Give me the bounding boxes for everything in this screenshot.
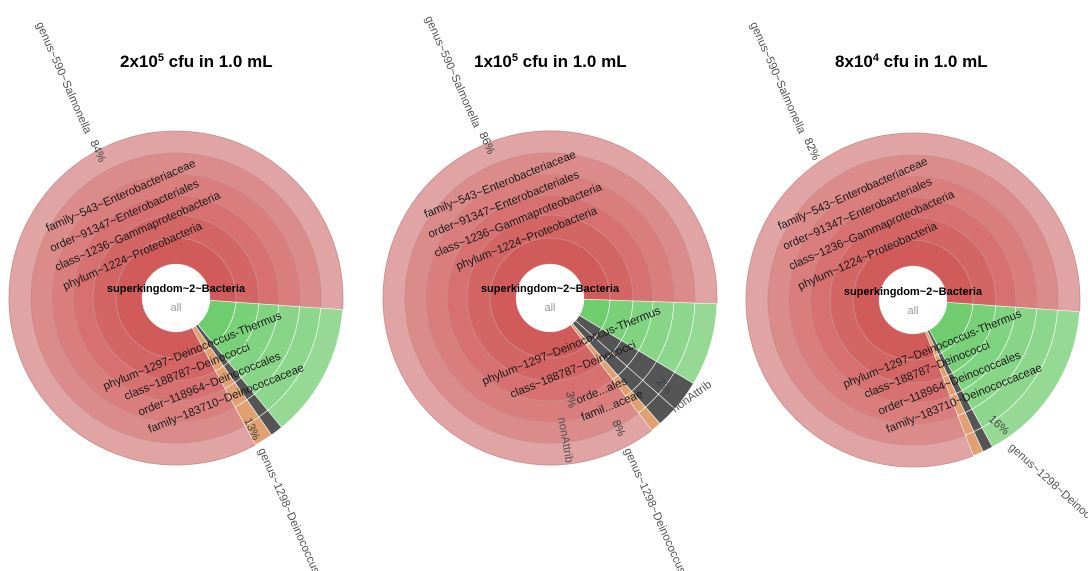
segment-other-ring-6[interactable] [965, 431, 984, 457]
panel-1-title: 2x105 cfu in 1.0 mL [120, 52, 273, 71]
segment-other-ring-6[interactable] [638, 406, 661, 431]
center-sublabel: all [170, 302, 181, 314]
sunburst-2 [382, 130, 718, 466]
center-label: superkingdom~2~Bacteria [481, 283, 620, 295]
segment-salmonella-ring-6[interactable] [382, 130, 718, 466]
label-genus-salmonella: genus~590~Salmonella [422, 14, 482, 130]
pct-nonattrib: 3% [563, 390, 578, 408]
label-genus-deinococcus: genus~1298~Deinococcus [1006, 441, 1088, 541]
label-genus-salmonella: genus~590~Salmonella [747, 20, 807, 136]
center-circle[interactable] [516, 264, 584, 332]
panel-3-title: 8x104 cfu in 1.0 mL [835, 52, 988, 71]
sunburst-3 [745, 132, 1081, 468]
panel-3: 8x104 cfu in 1.0 mL family~543~Enterobac… [745, 20, 1088, 542]
center-sublabel: all [907, 305, 918, 317]
segment-other-ring-6[interactable] [244, 416, 272, 446]
segment-salmonella-ring-6[interactable] [745, 132, 1081, 468]
panel-2-title: 1x105 cfu in 1.0 mL [474, 52, 627, 71]
segment-salmonella-ring-6[interactable] [8, 130, 344, 466]
label-genus-salmonella: genus~590~Salmonella [33, 20, 93, 136]
label-genus-deinococcus: genus~1298~Deinococcus [255, 446, 321, 571]
panel-1: 2x105 cfu in 1.0 mL family~543~Enterobac… [8, 20, 344, 571]
center-sublabel: all [544, 302, 555, 314]
center-circle[interactable] [142, 264, 210, 332]
center-circle[interactable] [879, 266, 947, 334]
pct-salmonella: 82% [801, 136, 821, 162]
sunburst-1 [8, 130, 344, 466]
panel-2: 1x105 cfu in 1.0 mL family~543~Enterobac… [382, 14, 718, 571]
label-genus-deinococcus: genus~1298~Deinococcus [621, 446, 687, 571]
center-label: superkingdom~2~Bacteria [107, 283, 246, 295]
center-label: superkingdom~2~Bacteria [844, 286, 983, 298]
